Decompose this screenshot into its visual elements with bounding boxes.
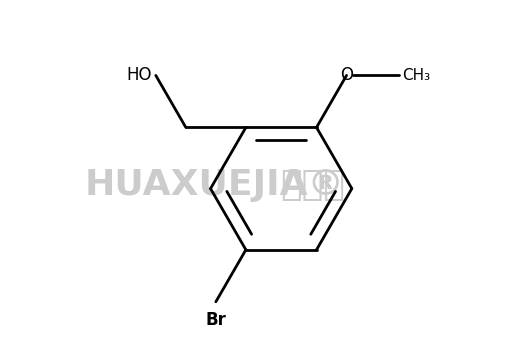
Text: Br: Br bbox=[205, 311, 226, 329]
Text: 化学加: 化学加 bbox=[281, 168, 345, 202]
Text: HUAXUEJIA®: HUAXUEJIA® bbox=[84, 168, 344, 202]
Text: O: O bbox=[340, 67, 353, 84]
Text: HO: HO bbox=[127, 67, 152, 84]
Text: CH₃: CH₃ bbox=[402, 68, 431, 83]
